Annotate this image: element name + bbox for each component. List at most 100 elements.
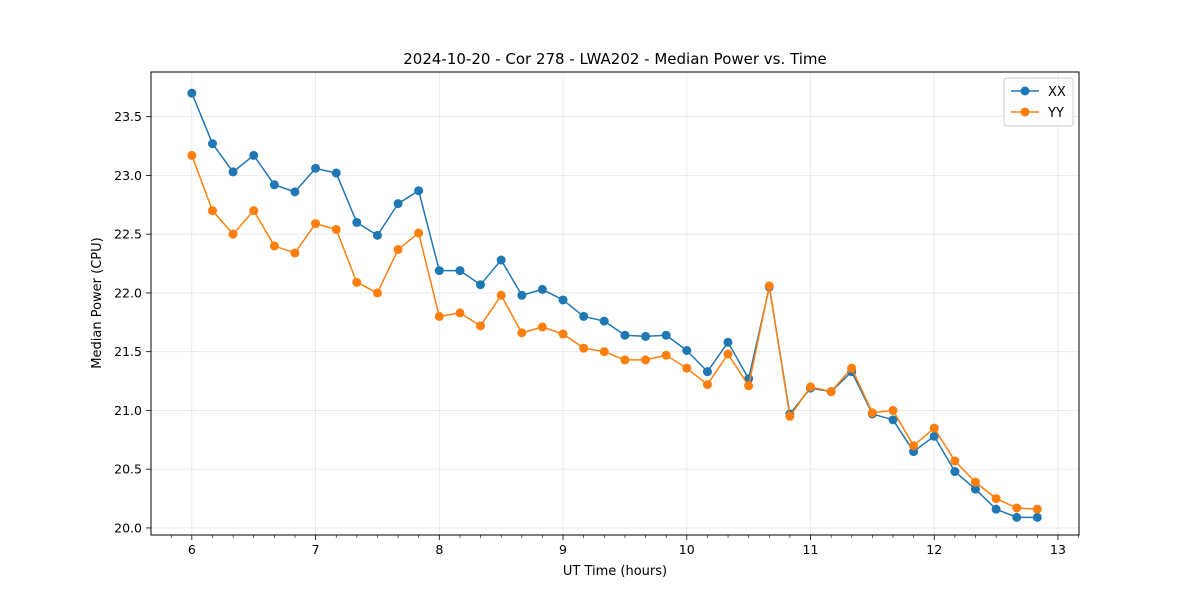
y-axis: 20.0 20.5 21.0 21.5 22.0 22.5 23.0 23.5 — [114, 109, 151, 535]
data-point-xx — [476, 280, 486, 290]
data-point-yy — [393, 244, 403, 254]
data-point-yy — [414, 228, 424, 238]
x-tick-label: 10 — [679, 542, 695, 557]
data-point-yy — [269, 241, 279, 251]
data-point-yy — [641, 355, 651, 365]
data-point-yy — [991, 494, 1001, 504]
x-tick-label: 8 — [435, 542, 443, 557]
y-tick-label: 21.0 — [114, 403, 142, 418]
data-point-yy — [372, 288, 382, 298]
data-point-yy — [888, 405, 898, 415]
data-point-yy — [558, 329, 568, 339]
data-point-yy — [929, 423, 939, 433]
data-point-yy — [455, 308, 465, 318]
data-point-xx — [393, 199, 403, 209]
x-tick-label: 9 — [559, 542, 567, 557]
data-point-xx — [331, 168, 341, 178]
data-point-xx — [558, 295, 568, 305]
data-point-yy — [970, 477, 980, 487]
data-point-xx — [455, 266, 465, 276]
data-point-xx — [970, 484, 980, 494]
data-point-yy — [702, 380, 712, 390]
legend: XX YY — [1003, 77, 1074, 127]
data-point-xx — [434, 266, 444, 276]
data-point-yy — [950, 456, 960, 466]
legend-marker-xx — [1020, 86, 1030, 96]
data-point-yy — [496, 290, 506, 300]
grid-lines — [151, 72, 1079, 535]
data-point-yy — [723, 349, 733, 359]
y-tick-label: 21.5 — [114, 344, 142, 359]
y-tick-label: 20.5 — [114, 462, 142, 477]
x-tick-label: 6 — [188, 542, 196, 557]
data-point-xx — [496, 255, 506, 265]
data-point-yy — [909, 441, 919, 451]
plot-area-frame — [150, 71, 1080, 536]
data-point-yy — [785, 411, 795, 421]
data-point-yy — [228, 229, 238, 239]
data-point-xx — [661, 330, 671, 340]
data-point-yy — [187, 150, 197, 160]
data-point-xx — [950, 467, 960, 477]
data-point-xx — [702, 367, 712, 377]
data-point-yy — [434, 311, 444, 321]
data-point-yy — [311, 219, 321, 229]
series-layer — [187, 88, 1042, 522]
data-point-xx — [537, 284, 547, 294]
y-tick-label: 22.5 — [114, 227, 142, 242]
data-point-yy — [764, 281, 774, 291]
data-point-xx — [991, 504, 1001, 514]
data-point-yy — [331, 224, 341, 234]
data-point-xx — [723, 337, 733, 347]
data-point-xx — [290, 187, 300, 197]
data-point-xx — [207, 139, 217, 149]
data-point-yy — [1012, 503, 1022, 513]
data-point-yy — [847, 363, 857, 373]
data-point-xx — [888, 415, 898, 425]
x-tick-label: 12 — [926, 542, 942, 557]
data-point-xx — [1032, 512, 1042, 522]
data-point-yy — [352, 277, 362, 287]
legend-label-xx: XX — [1048, 85, 1066, 100]
data-point-yy — [805, 382, 815, 392]
data-point-yy — [599, 347, 609, 357]
data-point-xx — [228, 167, 238, 177]
legend-label-yy: YY — [1047, 106, 1064, 121]
data-point-yy — [620, 355, 630, 365]
data-point-xx — [1012, 512, 1022, 522]
x-tick-label: 11 — [803, 542, 819, 557]
data-point-yy — [476, 321, 486, 331]
y-tick-label: 23.5 — [114, 109, 142, 124]
data-point-yy — [661, 350, 671, 360]
data-point-xx — [517, 290, 527, 300]
data-point-yy — [207, 206, 217, 216]
data-point-yy — [682, 363, 692, 373]
x-tick-label: 13 — [1050, 542, 1066, 557]
y-tick-label: 22.0 — [114, 285, 142, 300]
data-point-yy — [517, 328, 527, 338]
x-tick-label: 7 — [312, 542, 320, 557]
data-point-yy — [867, 408, 877, 418]
data-point-xx — [579, 311, 589, 321]
data-point-xx — [249, 150, 259, 160]
data-point-xx — [414, 186, 424, 196]
data-point-xx — [372, 230, 382, 240]
y-tick-label: 20.0 — [114, 520, 142, 535]
y-axis-label: Median Power (CPU) — [90, 237, 105, 368]
data-point-yy — [537, 322, 547, 332]
legend-marker-yy — [1020, 107, 1030, 117]
x-axis-label: UT Time (hours) — [563, 564, 667, 579]
data-point-xx — [929, 431, 939, 441]
chart-title: 2024-10-20 - Cor 278 - LWA202 - Median P… — [403, 50, 827, 68]
y-tick-label: 23.0 — [114, 168, 142, 183]
data-point-yy — [744, 381, 754, 391]
data-point-xx — [352, 217, 362, 227]
data-point-yy — [1032, 504, 1042, 514]
x-axis: 6 7 8 9 10 11 12 13 — [170, 535, 1079, 557]
data-point-xx — [311, 163, 321, 173]
data-point-xx — [269, 180, 279, 190]
data-point-xx — [641, 331, 651, 341]
data-point-yy — [826, 387, 836, 397]
data-point-yy — [249, 206, 259, 216]
